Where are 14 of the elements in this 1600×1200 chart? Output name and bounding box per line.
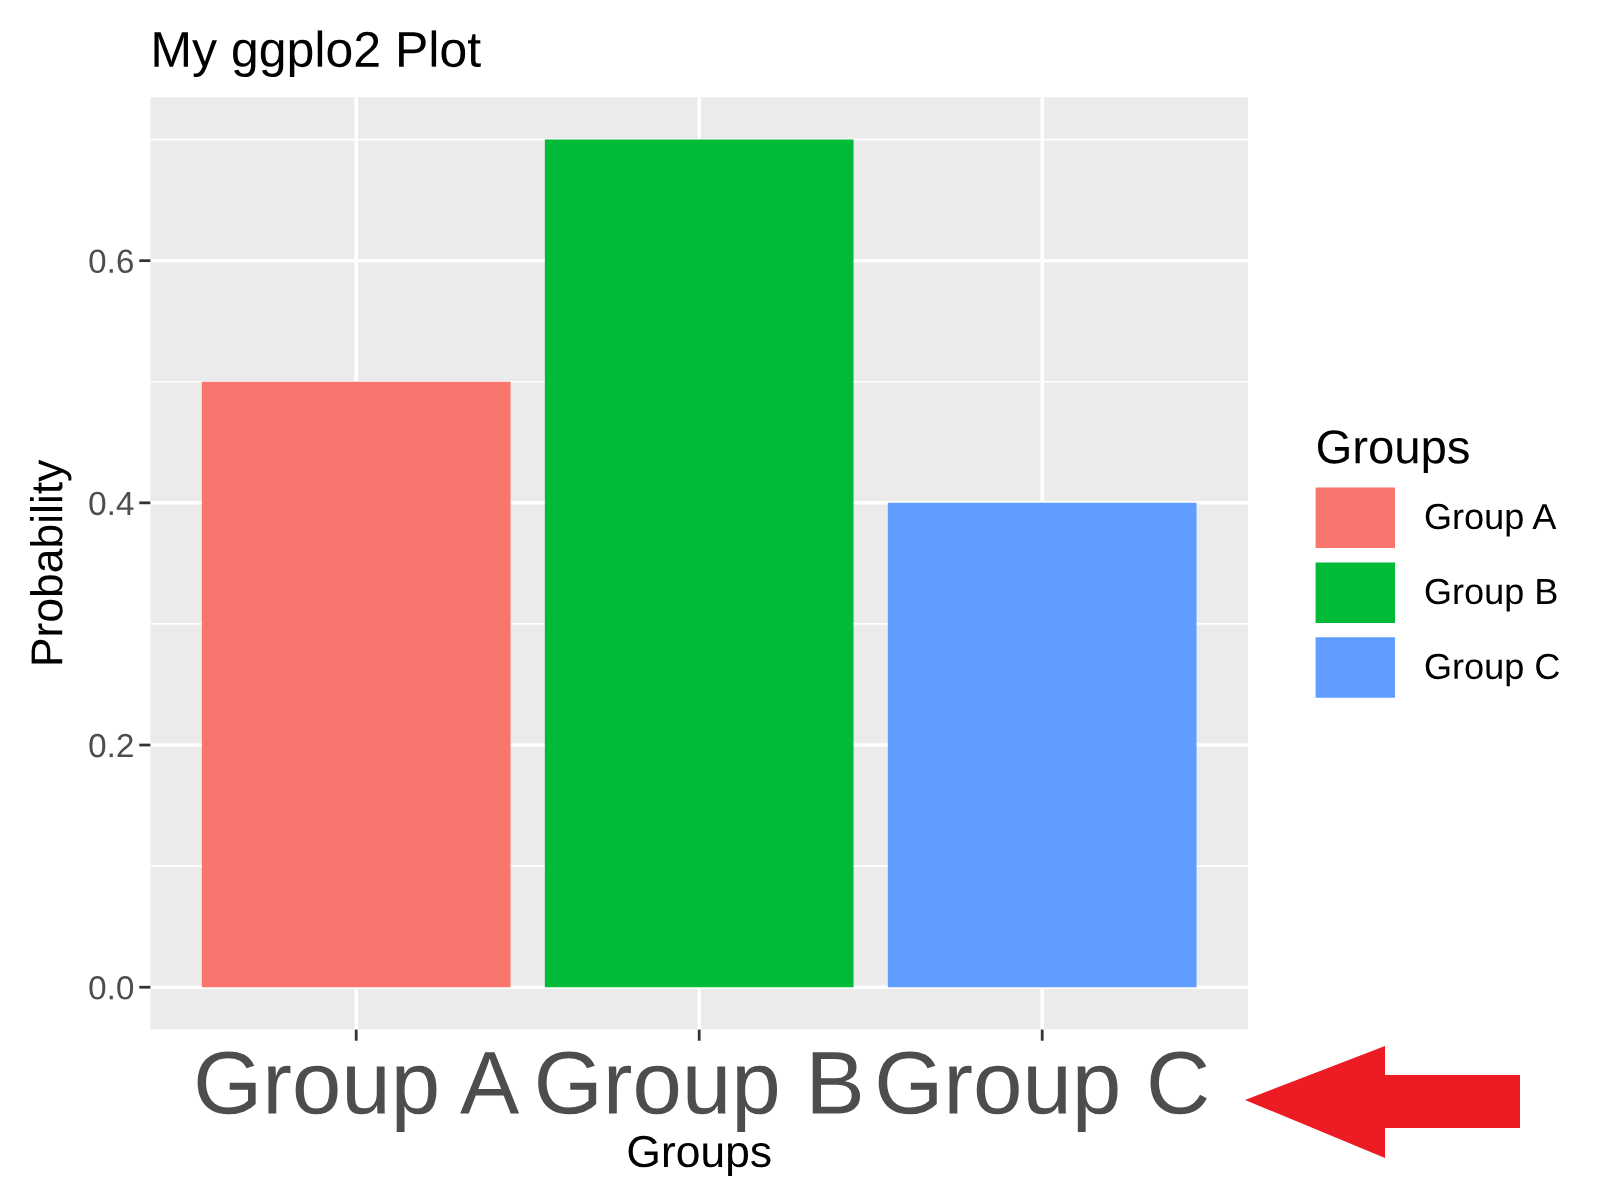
x-axis-title: Groups	[628, 1135, 771, 1177]
y-axis-title: Probability	[30, 459, 72, 664]
x-tick-label: Group A	[197, 1051, 520, 1132]
chart-title: My ggplo2 Plot	[154, 30, 481, 78]
y-tick-label: 0.0	[89, 976, 134, 1000]
legend-title: Groups	[1317, 430, 1469, 474]
y-tick-label: 0.6	[89, 249, 133, 274]
y-tick-label: 0.4	[89, 491, 134, 516]
x-tick-label: Group B	[538, 1051, 861, 1132]
y-tick-label: 0.2	[89, 733, 133, 758]
legend-label: Group B	[1425, 578, 1557, 612]
legend-label: Group C	[1425, 653, 1560, 687]
legend-label: Group A	[1425, 503, 1557, 537]
x-tick-label: Group C	[878, 1051, 1207, 1132]
